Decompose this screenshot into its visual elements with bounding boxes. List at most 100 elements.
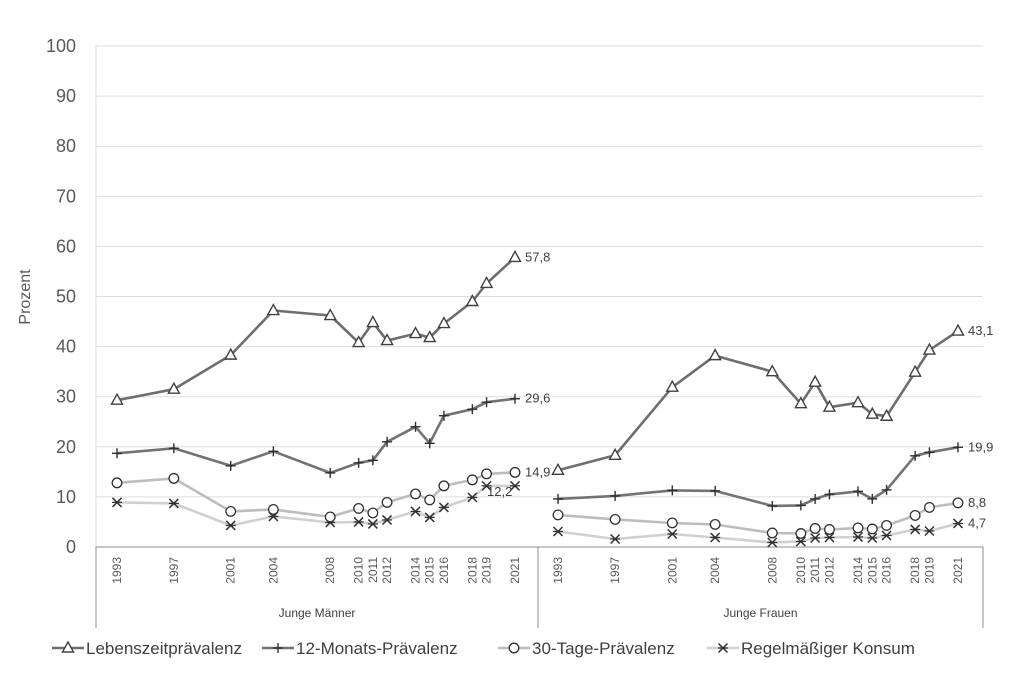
point-junge-manner-30-tage-pravalenz-2015 (424, 494, 436, 506)
legend: Lebenszeitprävalenz 12-Monats-Prävalenz 30… (52, 639, 915, 658)
point-junge-frauen-12-monats-pravalenz-2004 (710, 485, 721, 496)
legend-item-30-tage-pravalenz: 30-Tage-Prävalenz (498, 639, 675, 658)
point-junge-manner-lebenszeitpravalenz-2004 (266, 303, 281, 316)
y-tick-label-0: 0 (66, 537, 76, 557)
series-lines (110, 249, 965, 548)
x-tick-label-junge-manner-2008: 2008 (323, 557, 337, 584)
point-junge-frauen-lebenszeitpravalenz-2015 (865, 406, 879, 419)
point-junge-manner-regelmassiger-konsum-2012 (382, 514, 393, 525)
x-tick-label-junge-frauen-2011: 2011 (808, 557, 822, 583)
point-junge-manner-lebenszeitpravalenz-2015 (423, 330, 437, 343)
data-label-junge-frauen-12-monats-pravalenz: 19,9 (968, 439, 993, 454)
x-tick-label-junge-frauen-2018: 2018 (908, 557, 922, 584)
point-junge-manner-lebenszeitpravalenz-2008 (323, 308, 337, 321)
point-junge-manner-12-monats-pravalenz-2008 (325, 467, 336, 478)
point-junge-manner-30-tage-pravalenz-2010 (353, 502, 365, 514)
point-junge-manner-30-tage-pravalenz-1997 (168, 472, 180, 484)
point-junge-frauen-30-tage-pravalenz-2016 (881, 520, 893, 531)
point-junge-frauen-30-tage-pravalenz-1993 (552, 509, 564, 521)
point-junge-frauen-30-tage-pravalenz-2011 (809, 523, 821, 534)
x-tick-label-junge-frauen-2010: 2010 (794, 557, 808, 584)
point-junge-frauen-12-monats-pravalenz-1993 (553, 493, 563, 504)
y-tick-label-10: 10 (56, 487, 76, 507)
point-junge-manner-12-monats-pravalenz-2018 (467, 404, 478, 415)
legend-marker-30-tage-pravalenz (508, 642, 520, 654)
x-tick-label-junge-manner-2001: 2001 (224, 557, 238, 584)
y-tick-label-60: 60 (56, 236, 76, 256)
legend-label-12-monats-pravalenz: 12-Monats-Prävalenz (296, 639, 458, 658)
point-junge-manner-lebenszeitpravalenz-2001 (224, 347, 238, 360)
point-junge-manner-12-monats-pravalenz-2011 (367, 455, 378, 466)
point-junge-manner-30-tage-pravalenz-2016 (438, 480, 450, 492)
x-tick-label-junge-frauen-2012: 2012 (822, 557, 836, 584)
point-junge-frauen-regelmassiger-konsum-2021 (952, 518, 964, 529)
point-junge-manner-12-monats-pravalenz-2014 (410, 421, 421, 432)
point-junge-manner-regelmassiger-konsum-2019 (481, 480, 492, 491)
point-junge-frauen-30-tage-pravalenz-2001 (666, 517, 678, 529)
point-junge-frauen-30-tage-pravalenz-2014 (852, 522, 864, 534)
point-junge-frauen-regelmassiger-konsum-2012 (824, 532, 835, 543)
point-junge-manner-lebenszeitpravalenz-2019 (479, 276, 494, 289)
y-tick-label-90: 90 (56, 86, 76, 106)
data-label-junge-manner-lebenszeitpravalenz: 57,8 (525, 249, 550, 264)
x-tick-label-junge-manner-2004: 2004 (266, 557, 280, 584)
point-junge-frauen-12-monats-pravalenz-1997 (610, 490, 621, 501)
point-junge-manner-regelmassiger-konsum-2016 (438, 502, 449, 513)
point-junge-frauen-lebenszeitpravalenz-2011 (808, 374, 822, 387)
legend-marker-lebenszeitpravalenz (61, 640, 75, 653)
x-tick-label-junge-manner-2018: 2018 (465, 557, 479, 584)
point-junge-manner-12-monats-pravalenz-2019 (481, 397, 492, 408)
point-junge-manner-12-monats-pravalenz-1993 (112, 448, 122, 459)
point-junge-frauen-lebenszeitpravalenz-2021 (951, 323, 965, 336)
point-junge-frauen-12-monats-pravalenz-2015 (867, 493, 878, 504)
y-tick-label-100: 100 (46, 36, 76, 56)
point-junge-manner-30-tage-pravalenz-2021 (509, 466, 521, 478)
point-junge-manner-30-tage-pravalenz-2019 (481, 468, 493, 480)
y-tick-label-80: 80 (56, 136, 76, 156)
point-junge-frauen-lebenszeitpravalenz-2012 (822, 399, 837, 412)
series-line-junge-frauen-regelmassiger-konsum (557, 522, 959, 544)
x-tick-label-junge-manner-1993: 1993 (110, 557, 124, 584)
point-junge-frauen-30-tage-pravalenz-2015 (866, 523, 878, 535)
axes (95, 46, 984, 628)
series-line-junge-manner-lebenszeitpravalenz (116, 256, 516, 402)
x-tick-label-junge-manner-2012: 2012 (380, 557, 394, 584)
x-tick-label-junge-manner-2016: 2016 (437, 557, 451, 584)
point-junge-manner-30-tage-pravalenz-2008 (324, 511, 336, 523)
x-tick-label-junge-manner-2019: 2019 (480, 557, 494, 584)
point-junge-frauen-lebenszeitpravalenz-2019 (922, 342, 937, 355)
x-tick-label-junge-frauen-1997: 1997 (608, 557, 622, 584)
group-label-junge-manner: Junge Männer (279, 606, 356, 620)
point-junge-manner-12-monats-pravalenz-2010 (353, 457, 364, 468)
point-junge-frauen-regelmassiger-konsum-2016 (881, 530, 892, 541)
point-junge-manner-12-monats-pravalenz-2004 (268, 446, 279, 457)
point-junge-manner-regelmassiger-konsum-2015 (424, 512, 435, 523)
data-label-junge-manner-12-monats-pravalenz: 29,6 (525, 391, 550, 406)
data-label-junge-frauen-lebenszeitpravalenz: 43,1 (968, 323, 993, 338)
point-junge-frauen-12-monats-pravalenz-2011 (810, 493, 821, 504)
point-junge-frauen-lebenszeitpravalenz-2004 (708, 348, 722, 361)
point-junge-manner-12-monats-pravalenz-2016 (438, 410, 449, 421)
point-junge-frauen-30-tage-pravalenz-2012 (823, 524, 835, 535)
point-junge-manner-regelmassiger-konsum-2021 (509, 480, 521, 491)
point-junge-manner-lebenszeitpravalenz-1997 (167, 381, 181, 394)
point-junge-manner-30-tage-pravalenz-2011 (367, 507, 379, 519)
point-junge-frauen-12-monats-pravalenz-2021 (953, 442, 963, 453)
point-junge-manner-lebenszeitpravalenz-2016 (437, 316, 451, 329)
point-junge-manner-30-tage-pravalenz-2001 (225, 505, 237, 517)
x-tick-label-junge-frauen-1993: 1993 (551, 557, 565, 584)
point-junge-manner-12-monats-pravalenz-2021 (510, 393, 520, 404)
x-tick-label-junge-manner-1997: 1997 (167, 557, 181, 584)
point-junge-frauen-12-monats-pravalenz-2019 (924, 447, 935, 458)
data-label-junge-manner-regelmassiger-konsum: 12,2 (487, 484, 512, 499)
point-junge-frauen-lebenszeitpravalenz-1993 (551, 462, 565, 476)
point-junge-frauen-30-tage-pravalenz-2010 (795, 528, 807, 539)
point-junge-manner-lebenszeitpravalenz-2021 (508, 249, 522, 263)
point-junge-frauen-12-monats-pravalenz-2012 (824, 489, 835, 500)
point-junge-frauen-regelmassiger-konsum-1993 (552, 526, 564, 537)
x-tick-label-junge-frauen-2014: 2014 (851, 557, 865, 584)
y-tick-label-30: 30 (56, 387, 76, 407)
x-tick-label-junge-manner-2010: 2010 (352, 557, 366, 584)
point-junge-manner-lebenszeitpravalenz-2012 (380, 333, 394, 346)
point-junge-manner-30-tage-pravalenz-2004 (267, 503, 279, 515)
